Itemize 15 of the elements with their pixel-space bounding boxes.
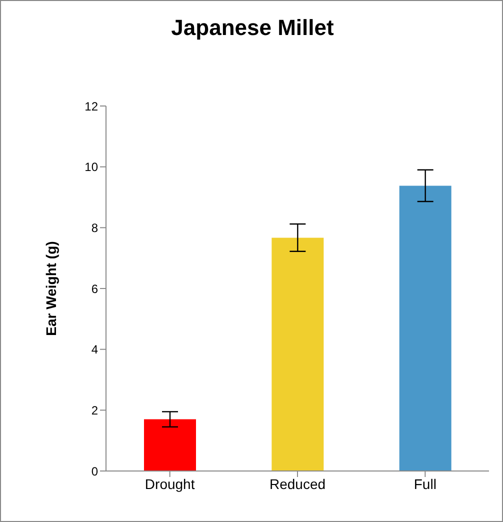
x-tick-label: Drought [144,476,195,492]
y-tick-label: 12 [84,99,98,114]
chart-title: Japanese Millet [170,15,335,41]
y-tick-label: 6 [91,282,98,296]
bar [272,238,324,471]
bar [399,186,452,471]
x-tick-label: Full [414,476,436,492]
y-tick-label: 8 [91,220,98,235]
y-tick-label: 10 [84,160,98,174]
x-tick-label: Reduced [269,476,326,492]
bar [144,419,196,471]
y-tick-label: 2 [91,403,98,418]
y-tick-label: 0 [91,464,98,478]
y-axis-title: Ear Weight (g) [42,241,59,336]
y-tick-label: 4 [91,342,98,357]
